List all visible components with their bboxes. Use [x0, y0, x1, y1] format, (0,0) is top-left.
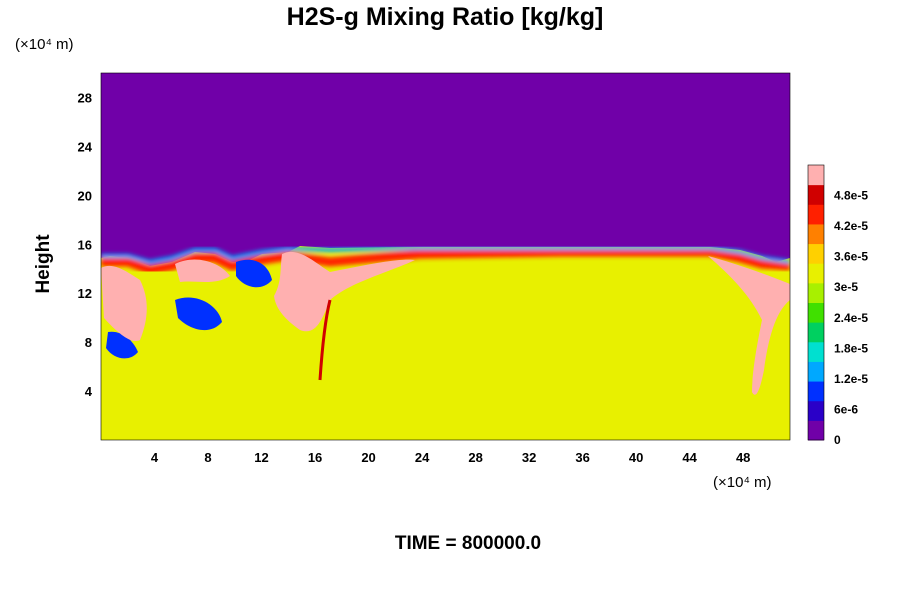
plume-left: [101, 265, 147, 341]
colorbar-swatch: [808, 400, 824, 421]
colorbar-swatches: [808, 165, 824, 441]
heatmap-field: [101, 73, 790, 440]
y-axis-ticks: 4 8 12 16 20 24 28: [78, 90, 93, 399]
x-axis-ticks: 4 8 12 16 20 24 28 32 36 40 44 48: [151, 450, 751, 465]
colorbar-swatch: [808, 361, 824, 382]
y-unit-label: (×10⁴ m): [15, 36, 74, 53]
x-tick-label: 28: [468, 450, 482, 465]
plot-frame: [100, 72, 791, 441]
y-tick-label: 4: [85, 384, 93, 399]
colorbar-tick-label: 0: [834, 433, 841, 447]
x-tick-label: 36: [575, 450, 589, 465]
x-tick-label: 44: [682, 450, 697, 465]
x-tick-label: 4: [151, 450, 159, 465]
colorbar-tick-label: 2.4e-5: [834, 311, 868, 325]
x-tick-label: 24: [415, 450, 430, 465]
low-pocket-upper: [236, 259, 272, 288]
colorbar-frame: [807, 164, 825, 441]
plume-mid: [175, 259, 230, 282]
time-label: TIME = 800000.0: [395, 533, 541, 554]
colorbar-swatch: [808, 381, 824, 402]
x-tick-label: 12: [254, 450, 268, 465]
plume-edge-red: [101, 247, 790, 275]
colorbar-tick-label: 6e-6: [834, 402, 858, 416]
low-pocket-mid: [175, 297, 222, 331]
x-tick-label: 16: [308, 450, 322, 465]
y-tick-label: 24: [78, 139, 93, 154]
colorbar-tick-label: 3e-5: [834, 280, 858, 294]
x-tick-label: 48: [736, 450, 750, 465]
colorbar-swatch: [808, 341, 824, 362]
x-tick-label: 20: [361, 450, 375, 465]
x-tick-label: 32: [522, 450, 536, 465]
colorbar-swatch: [808, 263, 824, 284]
plume-main: [274, 251, 415, 332]
colorbar-swatch: [808, 184, 824, 205]
colorbar-tick-label: 1.8e-5: [834, 341, 868, 355]
colorbar-swatch: [808, 302, 824, 323]
colorbar-swatch: [808, 420, 824, 441]
y-axis-label: Height: [33, 234, 54, 294]
colorbar-tick-label: 1.2e-5: [834, 372, 868, 386]
low-pocket-left: [106, 331, 138, 359]
heatmap-upper-layer: [101, 73, 790, 266]
plume-edge-cyan: [101, 246, 790, 265]
y-tick-label: 16: [78, 237, 92, 252]
colorbar-swatch: [808, 322, 824, 343]
colorbar-swatch: [808, 223, 824, 245]
x-tick-label: 8: [204, 450, 211, 465]
colorbar-tick-label: 3.6e-5: [834, 250, 868, 264]
x-tick-label: 40: [629, 450, 643, 465]
colorbar-tick-label: 4.8e-5: [834, 189, 868, 203]
plume-right: [708, 256, 790, 395]
colorbar-swatch: [808, 282, 824, 303]
y-tick-label: 28: [78, 90, 92, 105]
colorbar-tick-label: 4.2e-5: [834, 219, 868, 233]
y-tick-label: 20: [78, 188, 92, 203]
x-unit-label: (×10⁴ m): [713, 474, 772, 491]
y-tick-label: 12: [78, 286, 92, 301]
plume-band: [101, 246, 790, 275]
y-tick-label: 8: [85, 335, 92, 350]
red-streak-center: [318, 299, 332, 381]
colorbar: 0 6e-6 1.2e-5 1.8e-5 2.4e-5 3e-5 3.6e-5 4.2e-5 4…: [807, 164, 868, 447]
colorbar-swatch: [808, 243, 824, 264]
chart-title: H2S-g Mixing Ratio [kg/kg]: [287, 3, 604, 31]
colorbar-swatch: [808, 165, 824, 186]
colorbar-ticks: 0 6e-6 1.2e-5 1.8e-5 2.4e-5 3e-5 3.6e-5 4.2e-5 4…: [834, 189, 868, 447]
colorbar-swatch: [808, 204, 824, 225]
